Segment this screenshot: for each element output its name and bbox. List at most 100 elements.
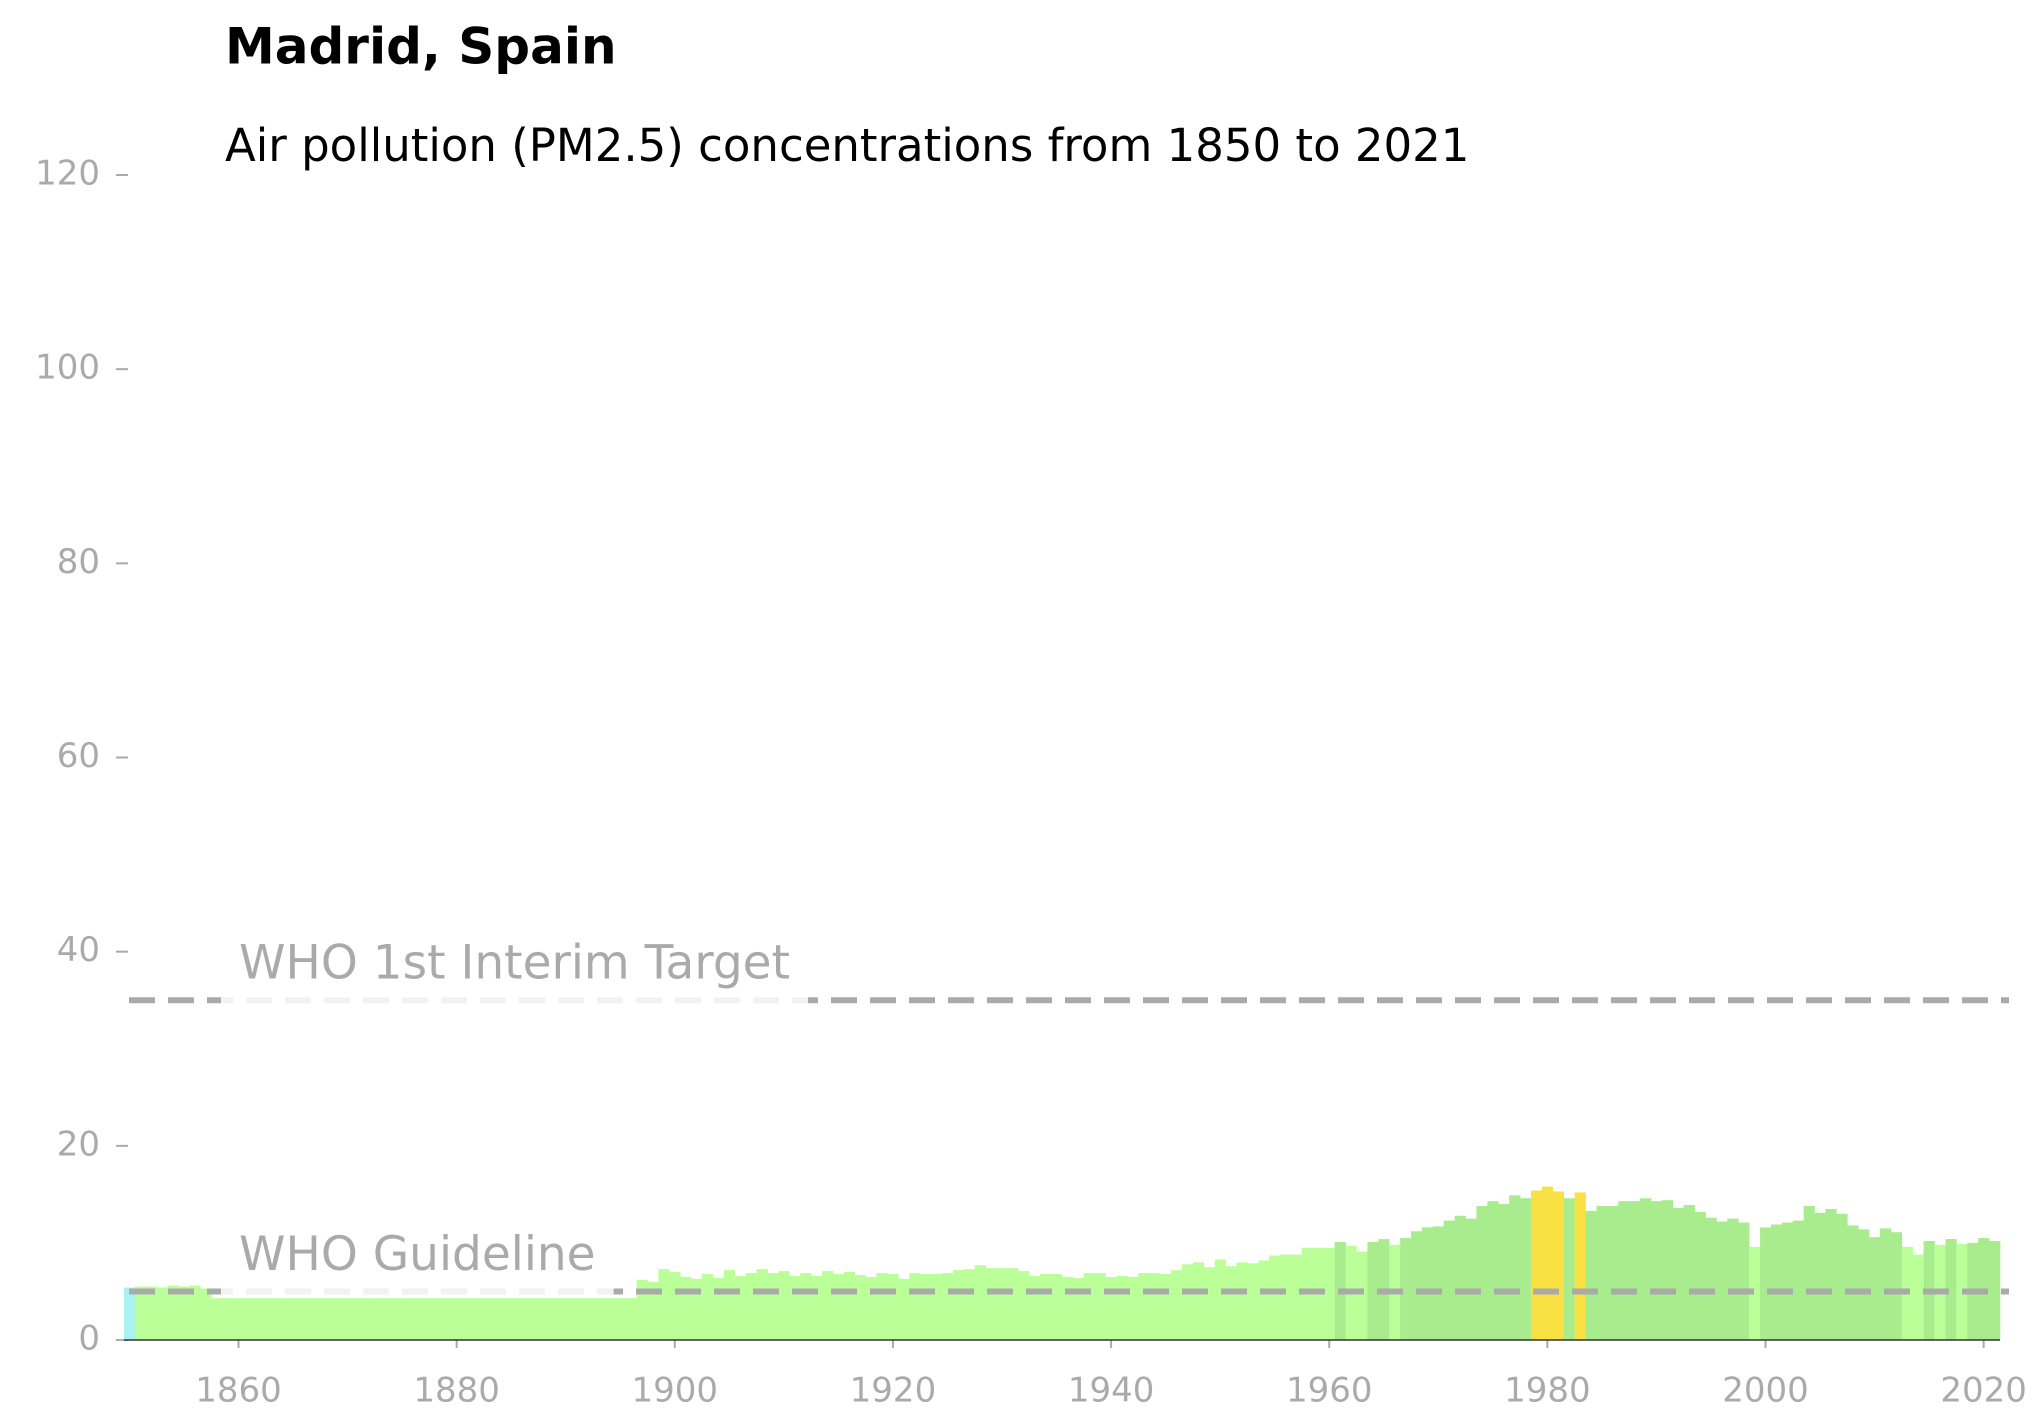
bar [473,1298,485,1340]
bar [527,1298,539,1340]
bar [1596,1206,1608,1340]
bar [1498,1204,1510,1340]
bar [145,1286,158,1340]
bar [1618,1201,1630,1340]
bar [1203,1267,1215,1340]
bar [1291,1254,1303,1340]
bar [1640,1198,1652,1340]
bar [1890,1232,1903,1340]
bar [124,1287,136,1340]
x-tick-label: 1980 [1504,1371,1591,1411]
bar [549,1298,561,1340]
bar [1007,1268,1019,1340]
bar [800,1273,812,1340]
bar [1269,1255,1281,1340]
bar [1880,1228,1892,1340]
bar [582,1298,594,1340]
bar [1432,1226,1445,1340]
bar [963,1269,976,1340]
bar [560,1298,572,1340]
bar [1225,1266,1237,1340]
bar [1323,1247,1335,1340]
bar [1171,1270,1183,1340]
bar [1836,1213,1848,1340]
bar [1629,1201,1641,1340]
x-tick-label: 2020 [1940,1371,2027,1411]
bar [1411,1231,1423,1340]
bar [483,1298,496,1340]
bar [1520,1198,1532,1340]
bar [1945,1239,1957,1340]
bar [1105,1276,1117,1340]
bar [200,1288,212,1340]
bar [1487,1201,1499,1340]
bar [1138,1273,1150,1340]
bar [385,1298,397,1340]
bar [1029,1275,1041,1340]
x-tick-label: 1960 [1286,1371,1373,1411]
bar [1083,1273,1096,1340]
bar [1236,1262,1248,1340]
bar [1072,1277,1085,1340]
bar [712,1277,725,1340]
bar [254,1298,267,1340]
bar [233,1298,245,1340]
bar [298,1298,310,1340]
bar [920,1273,932,1340]
bar [767,1273,779,1340]
bar [134,1286,147,1340]
bar [1760,1227,1772,1340]
bar [876,1273,888,1340]
x-tick-label: 1940 [1068,1371,1155,1411]
bar [178,1286,190,1340]
bar [843,1272,856,1340]
y-tick-label: 60 [57,736,100,776]
bar [1825,1208,1837,1340]
bar [1531,1190,1543,1340]
bar [505,1298,517,1340]
bar [1749,1246,1761,1340]
bar [462,1298,474,1340]
bar [451,1298,463,1340]
bar [396,1298,408,1340]
bar [756,1269,768,1340]
bar [1847,1225,1859,1340]
x-tick-label: 2000 [1722,1371,1809,1411]
bar [1040,1273,1052,1340]
x-tick-label: 1920 [850,1371,937,1411]
bar [734,1275,746,1340]
bar [429,1298,441,1340]
y-tick-label: 80 [57,542,100,582]
bar [625,1298,637,1340]
y-tick-label: 100 [35,348,100,388]
bar [331,1298,343,1340]
bar [276,1298,288,1340]
bar [1062,1276,1074,1340]
bar [931,1273,943,1340]
bar [265,1298,277,1340]
bar [1574,1192,1586,1340]
bar [1912,1254,1924,1340]
bar [1727,1218,1739,1340]
bar [1814,1212,1826,1340]
bar [1247,1263,1259,1340]
bar [691,1278,703,1340]
chart-subtitle: Air pollution (PM2.5) concentrations fro… [225,119,1469,172]
bar [1421,1227,1434,1340]
bar [167,1285,179,1340]
bar [363,1298,376,1340]
bar [603,1298,616,1340]
bar [309,1298,321,1340]
bar [1541,1186,1554,1340]
bar [1465,1218,1477,1340]
bar [418,1298,430,1340]
bar [211,1298,223,1340]
bar [898,1278,910,1340]
bar [1585,1210,1597,1340]
bar [1400,1238,1412,1340]
bar [789,1275,801,1340]
annotation-background [221,929,809,1007]
bar [942,1273,954,1340]
